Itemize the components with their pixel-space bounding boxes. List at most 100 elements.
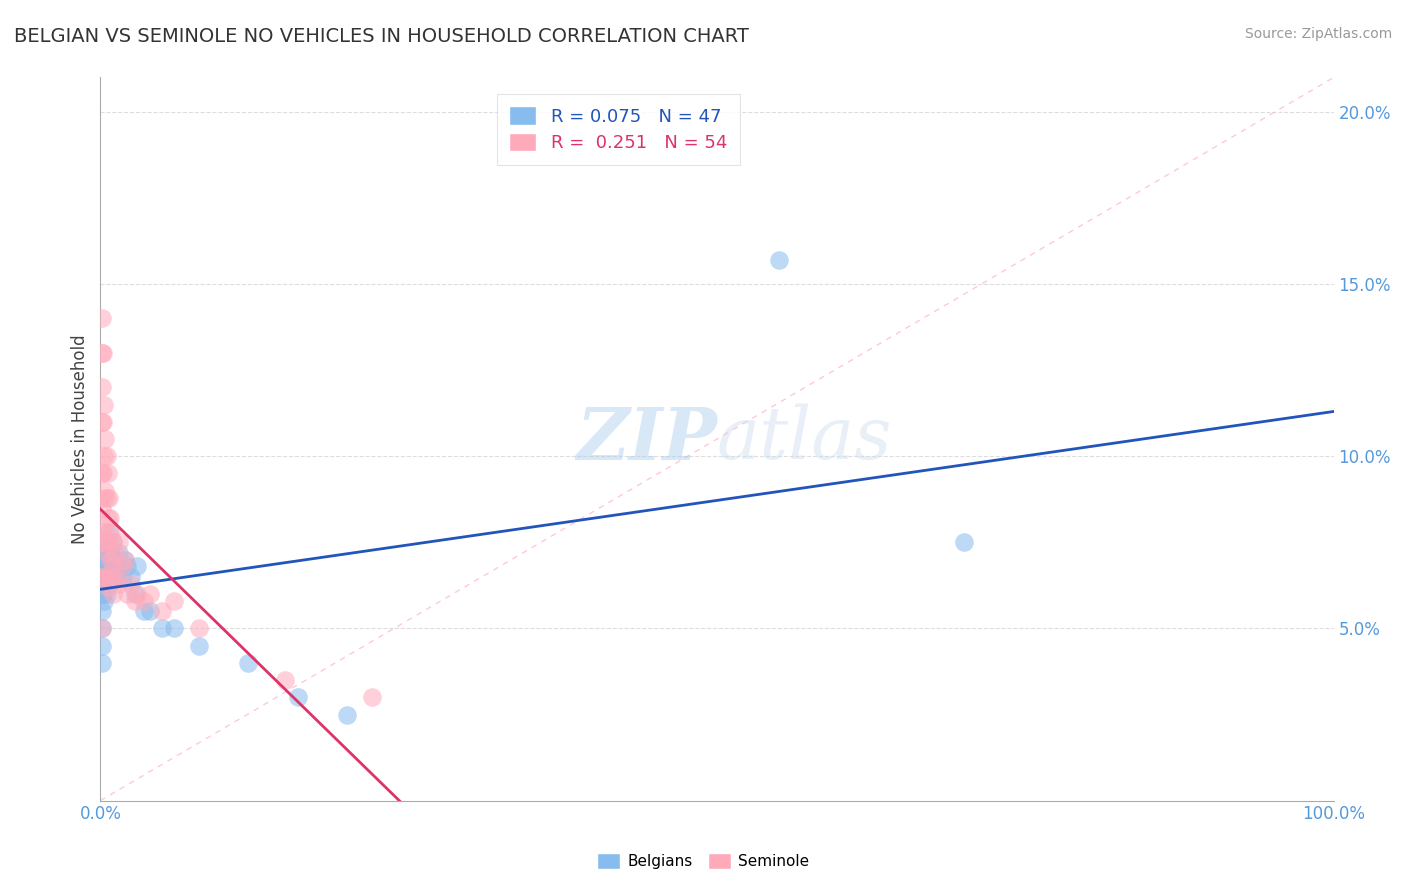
- Point: [114, 552, 136, 566]
- Point: [97, 546, 120, 560]
- Point: [101, 587, 124, 601]
- Point: [360, 690, 382, 705]
- Text: ZIP: ZIP: [576, 403, 717, 475]
- Point: [94, 552, 117, 566]
- Point: [124, 594, 146, 608]
- Point: [97, 467, 120, 481]
- Point: [114, 552, 136, 566]
- Point: [104, 546, 127, 560]
- Point: [138, 604, 160, 618]
- Point: [100, 570, 122, 584]
- Point: [120, 576, 142, 591]
- Point: [108, 546, 131, 560]
- Point: [93, 546, 115, 560]
- Point: [101, 535, 124, 549]
- Point: [90, 500, 112, 515]
- Point: [94, 483, 117, 498]
- Point: [91, 587, 114, 601]
- Point: [90, 346, 112, 360]
- Point: [94, 570, 117, 584]
- Point: [132, 594, 155, 608]
- Point: [96, 559, 118, 574]
- Point: [97, 511, 120, 525]
- Point: [188, 639, 211, 653]
- Point: [104, 552, 127, 566]
- Point: [91, 346, 114, 360]
- Point: [94, 576, 117, 591]
- Point: [132, 604, 155, 618]
- Point: [336, 707, 359, 722]
- Point: [90, 604, 112, 618]
- Point: [98, 491, 121, 505]
- Point: [91, 467, 114, 481]
- Point: [100, 524, 122, 539]
- Point: [90, 587, 112, 601]
- Point: [98, 559, 121, 574]
- Point: [952, 535, 974, 549]
- Legend: Belgians, Seminole: Belgians, Seminole: [591, 847, 815, 875]
- Point: [98, 511, 121, 525]
- Point: [163, 622, 186, 636]
- Point: [105, 570, 128, 584]
- Point: [93, 535, 115, 549]
- Point: [97, 546, 120, 560]
- Point: [108, 576, 131, 591]
- Point: [94, 524, 117, 539]
- Point: [768, 252, 790, 267]
- Point: [91, 524, 114, 539]
- Point: [96, 587, 118, 601]
- Point: [105, 570, 128, 584]
- Point: [98, 524, 121, 539]
- Point: [117, 587, 139, 601]
- Point: [127, 587, 149, 601]
- Text: BELGIAN VS SEMINOLE NO VEHICLES IN HOUSEHOLD CORRELATION CHART: BELGIAN VS SEMINOLE NO VEHICLES IN HOUSE…: [14, 27, 749, 45]
- Point: [91, 415, 114, 429]
- Point: [101, 535, 124, 549]
- Point: [93, 449, 115, 463]
- Text: Source: ZipAtlas.com: Source: ZipAtlas.com: [1244, 27, 1392, 41]
- Point: [111, 559, 134, 574]
- Point: [93, 398, 115, 412]
- Point: [238, 656, 260, 670]
- Point: [90, 311, 112, 326]
- Point: [93, 491, 115, 505]
- Point: [188, 622, 211, 636]
- Point: [163, 594, 186, 608]
- Point: [90, 570, 112, 584]
- Point: [93, 570, 115, 584]
- Point: [97, 580, 120, 594]
- Point: [98, 552, 121, 566]
- Point: [108, 559, 131, 574]
- Point: [90, 570, 112, 584]
- Point: [90, 535, 112, 549]
- Point: [93, 570, 115, 584]
- Point: [90, 656, 112, 670]
- Point: [91, 559, 114, 574]
- Point: [127, 559, 149, 574]
- Point: [108, 535, 131, 549]
- Point: [97, 570, 120, 584]
- Point: [90, 622, 112, 636]
- Point: [91, 535, 114, 549]
- Point: [120, 570, 142, 584]
- Point: [98, 576, 121, 591]
- Point: [287, 690, 309, 705]
- Text: atlas: atlas: [717, 404, 893, 475]
- Point: [98, 552, 121, 566]
- Point: [150, 604, 173, 618]
- Point: [117, 559, 139, 574]
- Point: [90, 415, 112, 429]
- Point: [96, 491, 118, 505]
- Point: [90, 467, 112, 481]
- Point: [150, 622, 173, 636]
- Point: [96, 449, 118, 463]
- Point: [90, 622, 112, 636]
- Point: [90, 380, 112, 394]
- Point: [93, 594, 115, 608]
- Point: [94, 432, 117, 446]
- Point: [138, 587, 160, 601]
- Point: [101, 559, 124, 574]
- Point: [100, 546, 122, 560]
- Y-axis label: No Vehicles in Household: No Vehicles in Household: [72, 334, 89, 544]
- Point: [111, 570, 134, 584]
